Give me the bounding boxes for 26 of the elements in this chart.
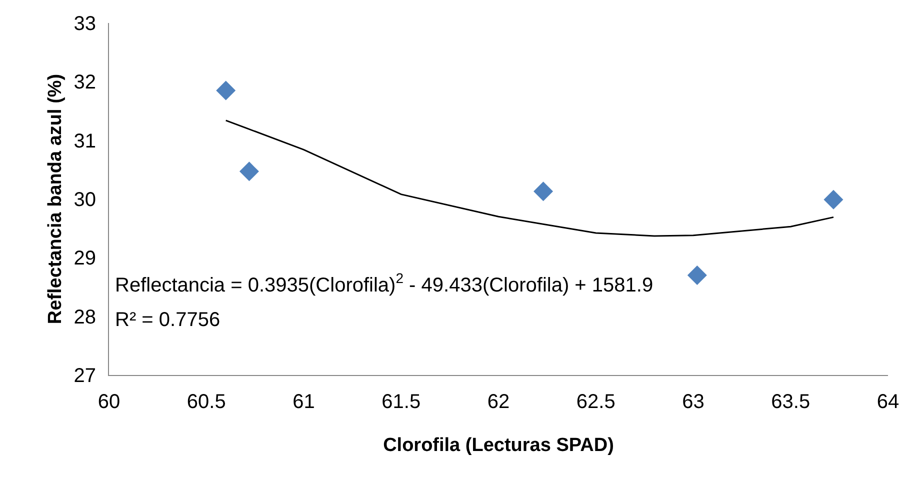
y-tick-label: 30 <box>74 189 96 211</box>
y-tick-label: 27 <box>74 365 96 387</box>
point <box>687 266 707 286</box>
annotation: Reflectancia = 0.3935(Clorofila)$^{2}$ - 49.433(Clorofila) + 1581.9 <box>115 270 654 296</box>
x-tick-label: 62 <box>487 391 510 413</box>
y-tick-label: 32 <box>74 72 96 94</box>
x-tick-label: 60.5 <box>186 391 226 413</box>
x-tick-label: 61 <box>292 391 315 413</box>
x-tick-label: 64 <box>876 391 900 413</box>
x-tick-label: 63 <box>682 391 704 413</box>
y-tick-label: 31 <box>74 130 96 152</box>
y-tick-label: 29 <box>74 248 96 270</box>
annotation: R² = 0.7756 <box>115 309 220 331</box>
y-axis-title: Reflectancia banda azul (%) <box>45 74 66 324</box>
x-tick-label: 63.5 <box>771 391 810 413</box>
point <box>216 80 236 100</box>
y-tick-label: 28 <box>74 306 96 328</box>
x-tick-label: 62.5 <box>576 391 616 413</box>
point <box>534 182 554 202</box>
x-tick-label: 61.5 <box>382 391 421 413</box>
x-tick-label: 60 <box>98 391 120 413</box>
x-axis-title: Clorofila (Lecturas SPAD) <box>383 434 614 456</box>
y-tick-label: 33 <box>74 13 96 35</box>
line-series <box>225 120 834 237</box>
point <box>239 162 259 182</box>
point <box>824 190 844 210</box>
